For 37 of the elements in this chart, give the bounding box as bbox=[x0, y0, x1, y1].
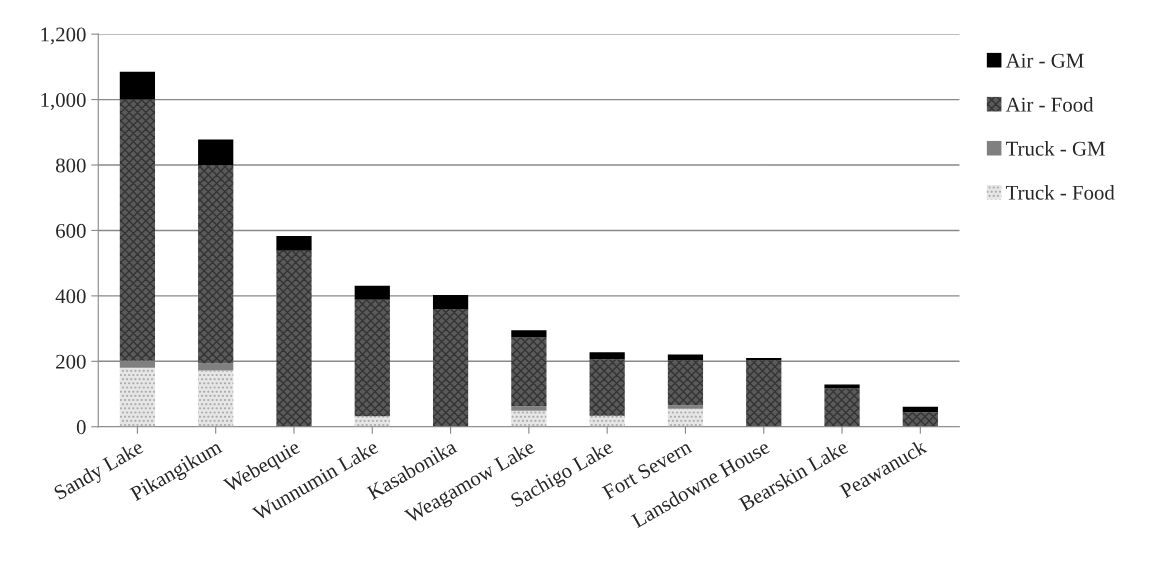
legend-label: Truck - GM bbox=[1005, 141, 1105, 156]
y-tick-label: 400 bbox=[55, 289, 86, 304]
bar bbox=[354, 416, 390, 427]
bar bbox=[198, 165, 234, 364]
bar bbox=[667, 405, 704, 409]
y-tick-label: 1,200 bbox=[41, 27, 86, 45]
legend-label: Air - Food bbox=[1005, 97, 1094, 112]
bar bbox=[119, 367, 156, 427]
bar bbox=[667, 408, 704, 427]
bar bbox=[902, 412, 938, 427]
bar bbox=[589, 359, 625, 416]
bar bbox=[354, 285, 390, 300]
bar bbox=[432, 294, 469, 309]
bar bbox=[198, 370, 234, 427]
bar bbox=[276, 250, 312, 427]
y-tick-label: 800 bbox=[56, 158, 86, 173]
legend-label: Truck - Food bbox=[1005, 185, 1115, 200]
bar bbox=[511, 330, 547, 338]
bar bbox=[198, 139, 234, 166]
bar bbox=[589, 352, 625, 360]
legend-label: Air - GM bbox=[1005, 53, 1084, 68]
bar bbox=[667, 354, 704, 361]
y-tick-label: 600 bbox=[56, 223, 86, 238]
bar bbox=[432, 308, 469, 427]
bar bbox=[511, 410, 547, 427]
bar bbox=[276, 236, 312, 251]
y-tick-label: 0 bbox=[76, 420, 86, 435]
y-tick-label: 1,000 bbox=[41, 92, 86, 111]
y-tick-label: 200 bbox=[56, 354, 86, 369]
bar bbox=[746, 360, 782, 427]
bar bbox=[354, 299, 390, 417]
bar bbox=[511, 337, 547, 407]
bar bbox=[667, 360, 704, 406]
bar bbox=[119, 99, 156, 361]
bar bbox=[511, 406, 547, 411]
bar bbox=[824, 388, 860, 427]
bar bbox=[119, 71, 156, 100]
